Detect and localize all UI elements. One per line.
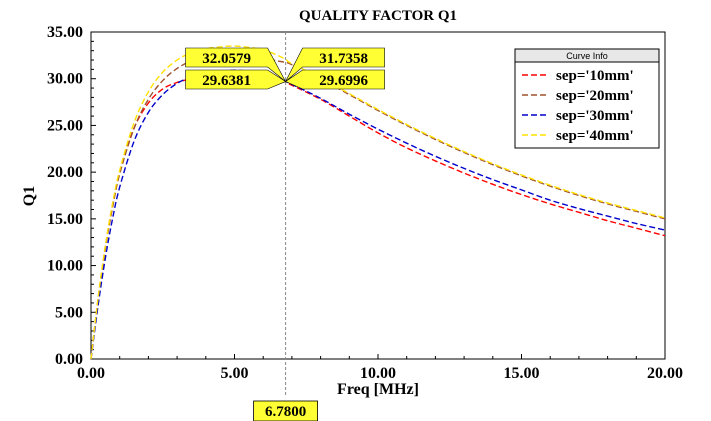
chart-title: QUALITY FACTOR Q1 xyxy=(299,8,457,24)
y-tick-label: 30.00 xyxy=(47,71,83,88)
y-tick-label: 0.00 xyxy=(55,351,83,368)
x-tick-label: 10.00 xyxy=(360,365,396,382)
y-tick-label: 35.00 xyxy=(47,24,83,41)
y-axis-label: Q1 xyxy=(21,186,38,206)
legend-title: Curve Info xyxy=(566,51,608,61)
marker-value-box xyxy=(185,69,287,90)
x-tick-label: 15.00 xyxy=(504,365,540,382)
marker-layer: 6.7800 32.0579 31.7358 29.6381 29.6996 xyxy=(185,32,385,421)
x-tick-label: 5.00 xyxy=(221,365,249,382)
series-line-4[interactable] xyxy=(90,45,666,360)
legend-items: sep='10mm' sep='20mm' sep='30mm' sep='40mm' xyxy=(522,68,634,144)
y-tick-label: 10.00 xyxy=(47,258,83,275)
marker-value-label: 29.6996 xyxy=(319,73,368,89)
legend-label-3: sep='30mm' xyxy=(556,108,634,124)
series-line-2[interactable] xyxy=(90,54,666,360)
marker-value-box xyxy=(185,47,286,82)
x-tick-label: 20.00 xyxy=(647,365,683,382)
marker-value-box xyxy=(284,69,385,90)
legend-label-2: sep='20mm' xyxy=(556,88,634,104)
axis-ticks: 0.00 5.00 10.00 15.00 20.00 0.00 5.00 10.00 15.0… xyxy=(47,24,683,382)
y-tick-label: 20.00 xyxy=(47,164,83,181)
x-axis-label: Freq [MHz] xyxy=(337,381,419,398)
y-tick-label: 15.00 xyxy=(47,211,83,228)
y-tick-label: 5.00 xyxy=(55,304,83,321)
marker-value-label: 31.7358 xyxy=(319,51,368,67)
legend-label-4: sep='40mm' xyxy=(556,128,634,144)
marker-x-label: 6.7800 xyxy=(265,404,306,420)
legend-header-bar xyxy=(514,48,660,63)
marker-value-label: 32.0579 xyxy=(202,51,251,67)
legend-label-1: sep='10mm' xyxy=(556,68,634,84)
marker-value-box xyxy=(285,47,385,82)
y-tick-label: 25.00 xyxy=(47,117,83,134)
marker-x-box xyxy=(253,400,318,421)
legend-box xyxy=(514,48,660,149)
x-tick-label: 0.00 xyxy=(77,365,105,382)
legend[interactable]: Curve Info sep='10mm' sep='20mm' sep='30mm… xyxy=(514,48,660,149)
marker-value-label: 29.6381 xyxy=(202,73,251,89)
